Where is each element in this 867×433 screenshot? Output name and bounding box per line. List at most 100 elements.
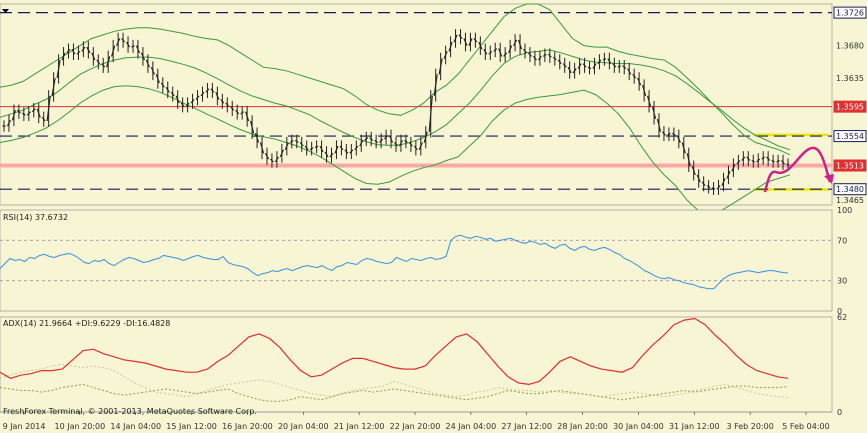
- collapse-arrow-icon[interactable]: [2, 9, 9, 13]
- price-bar-body: [617, 65, 622, 68]
- price-bar-body: [532, 56, 537, 61]
- price-bar-body: [36, 108, 41, 118]
- price-bar-body: [622, 65, 627, 70]
- price-bar-body: [394, 142, 398, 147]
- price-bar-body: [781, 160, 785, 165]
- price-bar-body: [523, 48, 527, 54]
- price-bar-body: [453, 34, 458, 43]
- price-bar-body: [245, 111, 250, 122]
- price-bar-body: [537, 56, 542, 61]
- price-bar-body: [121, 38, 126, 43]
- price-bar-body: [294, 139, 299, 144]
- price-bar-body: [220, 99, 225, 104]
- price-label-text: 1.3465: [836, 196, 864, 205]
- price-bar-body: [696, 174, 701, 183]
- price-label-box: [833, 6, 867, 19]
- price-bar-body: [349, 149, 354, 154]
- price-bar-body: [607, 58, 612, 64]
- rsi-frame: [0, 209, 833, 312]
- x-axis-tick-label: 10 Jan 20:00: [55, 422, 106, 431]
- price-bar-body: [543, 53, 547, 57]
- price-label: 1.3680: [836, 42, 864, 51]
- price-bar-body: [284, 142, 289, 150]
- price-bar-body: [756, 158, 761, 163]
- x-axis-tick-label: 9 Jan 2014: [3, 422, 46, 431]
- price-bar-body: [81, 46, 86, 52]
- price-label-text: 1.3513: [836, 162, 864, 171]
- price-bar-body: [185, 102, 190, 108]
- price-bar-body: [56, 59, 61, 79]
- price-bar-body: [681, 142, 686, 154]
- price-label-text: 1.3554: [836, 132, 864, 141]
- rsi-axis-tick: 100: [837, 206, 852, 215]
- price-bar-body: [314, 145, 319, 149]
- price-bar-body: [334, 145, 339, 154]
- price-bar-body: [329, 152, 334, 158]
- price-bar-body: [250, 120, 255, 134]
- price-bar-body: [279, 149, 284, 158]
- price-bar-body: [274, 156, 279, 163]
- price-bar-body: [602, 58, 607, 61]
- price-label-box: [833, 159, 867, 172]
- price-bar-body: [552, 56, 557, 61]
- plus-di-line: [0, 363, 789, 398]
- price-bar-body: [642, 84, 647, 97]
- forecast-arrow-head: [824, 174, 834, 184]
- price-bar-body: [706, 185, 711, 189]
- price-bar-body: [741, 156, 746, 161]
- price-bar-body: [478, 41, 483, 50]
- price-bar-body: [656, 118, 662, 132]
- price-bar-body: [41, 117, 46, 122]
- adx-line: [0, 317, 789, 386]
- price-bar-body: [359, 140, 364, 147]
- x-axis-tick-label: 28 Jan 20:00: [557, 422, 608, 431]
- price-bar-body: [210, 88, 215, 93]
- x-axis-tick-label: 16 Jan 20:00: [222, 422, 273, 431]
- price-bar-body: [676, 135, 681, 143]
- x-axis-tick-label: 24 Jan 04:00: [446, 422, 497, 431]
- price-bar-body: [324, 151, 329, 158]
- x-axis-tick-label: 21 Jan 12:00: [334, 422, 385, 431]
- price-bar-body: [786, 163, 790, 167]
- price-bar-body: [195, 95, 200, 100]
- price-bar-body: [686, 153, 691, 167]
- bollinger-upper: [0, 3, 791, 156]
- price-bar-body: [369, 137, 374, 141]
- price-bar-body: [508, 45, 513, 54]
- price-bar-body: [731, 163, 736, 172]
- adx-axis-tick: 0: [837, 408, 842, 417]
- price-bar-body: [567, 66, 572, 74]
- x-axis-tick-label: 22 Jan 20:00: [390, 422, 441, 431]
- minus-di-line: [0, 383, 789, 402]
- price-bar-body: [259, 142, 265, 154]
- price-bar-body: [339, 145, 344, 151]
- price-label: 1.3465: [836, 196, 864, 205]
- price-bar-body: [488, 50, 493, 55]
- price-bar-body: [309, 147, 314, 151]
- price-bar-body: [528, 52, 532, 57]
- price-bar-body: [180, 102, 185, 108]
- price-bar-body: [404, 139, 408, 144]
- adx-pane: 62 0: [0, 313, 847, 417]
- rsi-axis-tick: 0: [837, 307, 842, 316]
- price-bar-body: [170, 91, 175, 97]
- rsi-pane: 100 70 30 0: [0, 206, 852, 316]
- price-bar-body: [165, 86, 170, 93]
- price-bar-body: [582, 63, 587, 68]
- price-bar-body: [632, 73, 637, 79]
- price-bar-body: [443, 51, 448, 59]
- price-bar-body: [458, 34, 463, 39]
- price-bar-body: [76, 50, 81, 55]
- price-bar-body: [384, 134, 389, 140]
- adx-axis-tick: 62: [837, 313, 847, 322]
- adx-frame: [0, 316, 833, 413]
- price-label-box: [833, 183, 867, 196]
- price-bar-body: [101, 63, 106, 68]
- price-bar-body: [205, 88, 210, 93]
- price-bar-body: [66, 48, 71, 54]
- price-bar-body: [91, 52, 96, 61]
- bollinger-middle: [0, 49, 791, 151]
- x-axis-tick-label: 30 Jan 04:00: [613, 422, 664, 431]
- price-bar-body: [111, 45, 116, 57]
